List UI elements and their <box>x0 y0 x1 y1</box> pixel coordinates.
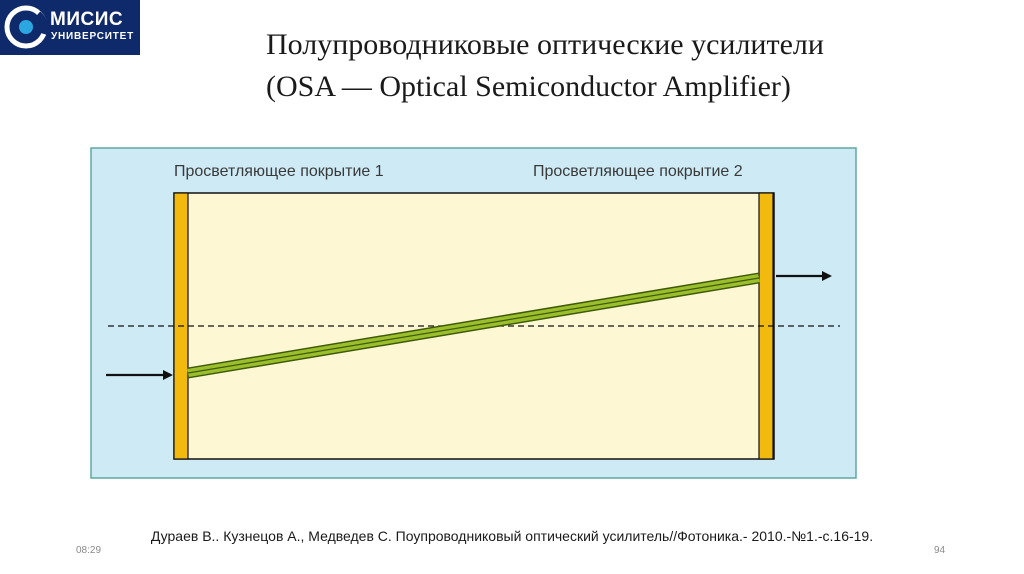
coating-right-label: Просветляющее покрытие 2 <box>533 163 743 180</box>
logo-name: МИСИС <box>50 9 124 30</box>
logo-emblem-icon <box>4 5 48 49</box>
page-number: 94 <box>934 545 946 556</box>
reference-caption: Дураев В.. Кузнецов А., Медведев С. Поуп… <box>150 528 874 544</box>
waveguide <box>187 272 760 379</box>
slide-time: 08:29 <box>76 545 102 556</box>
page-title: Полупроводниковые оптические усилители (… <box>266 24 986 108</box>
title-line-2: (OSA — Optical Semiconductor Amplifier) <box>266 70 791 103</box>
logo: МИСИС УНИВЕРСИТЕТ <box>0 0 140 55</box>
coating-left-label: Просветляющее покрытие 1 <box>174 163 384 180</box>
logo-subtitle: УНИВЕРСИТЕТ <box>51 31 135 42</box>
title-line-1: Полупроводниковые оптические усилители <box>266 28 824 61</box>
